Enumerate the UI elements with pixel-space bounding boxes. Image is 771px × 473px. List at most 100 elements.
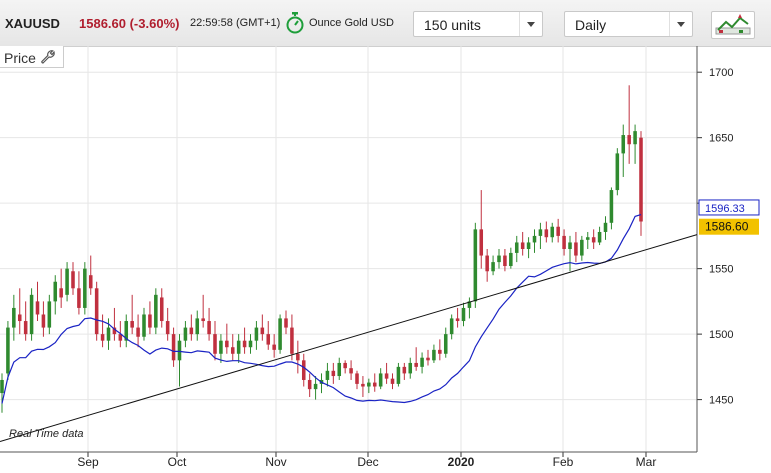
candle-body: [361, 383, 365, 387]
candle-body: [331, 370, 336, 377]
candle-body: [343, 362, 347, 369]
candle-body: [473, 229, 478, 302]
x-tick-label: Dec: [357, 455, 378, 469]
candle-body: [390, 378, 395, 384]
y-tick-label: 1550: [709, 264, 733, 276]
candle-body: [633, 131, 637, 145]
candle-body: [384, 373, 389, 379]
candle-body: [29, 294, 34, 335]
chevron-down-icon: [519, 12, 542, 36]
candle-body: [230, 347, 235, 354]
period-select-value: Daily: [575, 17, 607, 33]
period-select[interactable]: Daily: [564, 11, 693, 37]
candle-body: [621, 135, 626, 154]
unit-label: Ounce Gold USD: [309, 17, 394, 29]
candle-body: [77, 288, 81, 308]
x-tick-label: Feb: [553, 455, 574, 469]
candle-body: [301, 360, 306, 380]
candle-body: [520, 242, 525, 249]
candle-body: [88, 275, 93, 289]
candle-body: [242, 340, 247, 348]
candle-body: [509, 252, 513, 267]
candle-body: [94, 288, 99, 335]
candle-body: [639, 137, 643, 222]
time-label: 22:59:58: [190, 17, 233, 29]
candle-body: [6, 327, 10, 374]
candle-body: [615, 153, 620, 191]
candle-body: [479, 229, 484, 256]
candle-body: [17, 314, 22, 322]
candle-body: [118, 334, 123, 341]
candle-body: [355, 373, 359, 384]
candle-body: [426, 357, 430, 361]
candle-body: [213, 334, 217, 354]
ma-value-tag: [698, 199, 760, 216]
candle-body: [538, 229, 543, 236]
chart-tools-button[interactable]: [711, 11, 755, 39]
candle-body: [124, 321, 129, 341]
candle-body: [136, 327, 140, 337]
x-tick-label: Sep: [77, 455, 99, 469]
chevron-down-icon: [669, 12, 692, 36]
candle-body: [12, 307, 16, 328]
candle-body: [47, 301, 52, 328]
y-tick-label: 1650: [709, 133, 733, 145]
candle-body: [35, 301, 40, 315]
candle-body: [254, 327, 259, 341]
candle-body: [171, 334, 176, 361]
candle-body: [201, 318, 205, 322]
x-tick-label: Nov: [265, 455, 286, 469]
x-tick-label: 2020: [448, 455, 475, 469]
candle-body: [367, 382, 371, 387]
realtime-label: Real Time data: [9, 428, 84, 440]
candle-body: [284, 318, 288, 328]
candle-body: [438, 349, 442, 354]
y-tick-label: 1700: [709, 67, 733, 79]
candle-body: [177, 340, 182, 361]
candle-body: [609, 190, 614, 223]
candle-body: [455, 318, 460, 322]
trendline: [0, 234, 698, 443]
candle-body: [491, 262, 495, 272]
candle-body: [503, 255, 507, 267]
candle-body: [183, 327, 188, 341]
candle-body: [532, 235, 537, 243]
candle-body: [260, 327, 265, 335]
candle-body: [195, 318, 200, 335]
candle-body: [325, 370, 330, 380]
candle-body: [23, 321, 28, 335]
candle-body: [556, 226, 560, 236]
ma-value-label: 1596.33: [705, 203, 745, 215]
candle-body: [290, 327, 294, 354]
candle-body: [236, 340, 241, 354]
candle-body: [159, 297, 164, 322]
candle-body: [272, 344, 276, 350]
candle-body: [100, 334, 105, 341]
x-tick-label: Mar: [636, 455, 657, 469]
candle-body: [568, 242, 572, 249]
units-select[interactable]: 150 units: [413, 11, 543, 37]
candle-body: [266, 334, 271, 345]
candle-body: [467, 301, 472, 308]
candle-body: [485, 255, 489, 272]
candle-body: [432, 349, 436, 361]
wrench-icon[interactable]: [40, 49, 56, 65]
candle-body: [603, 222, 608, 232]
candle-body: [219, 340, 223, 354]
candle-body: [41, 314, 46, 328]
candle-body: [307, 379, 312, 390]
symbol-label: XAUUSD: [5, 16, 60, 31]
candle-body: [83, 268, 87, 308]
candle-body: [443, 334, 448, 354]
candle-body: [562, 235, 566, 249]
candle-body: [349, 368, 353, 374]
candle-body: [372, 382, 377, 387]
candle-body: [461, 307, 466, 322]
x-tick-label: Oct: [168, 455, 187, 469]
candle-body: [0, 379, 4, 394]
candle-body: [627, 135, 631, 145]
y-tick-label: 1450: [709, 395, 733, 407]
candle-body: [313, 383, 318, 390]
candle-body: [65, 268, 69, 295]
